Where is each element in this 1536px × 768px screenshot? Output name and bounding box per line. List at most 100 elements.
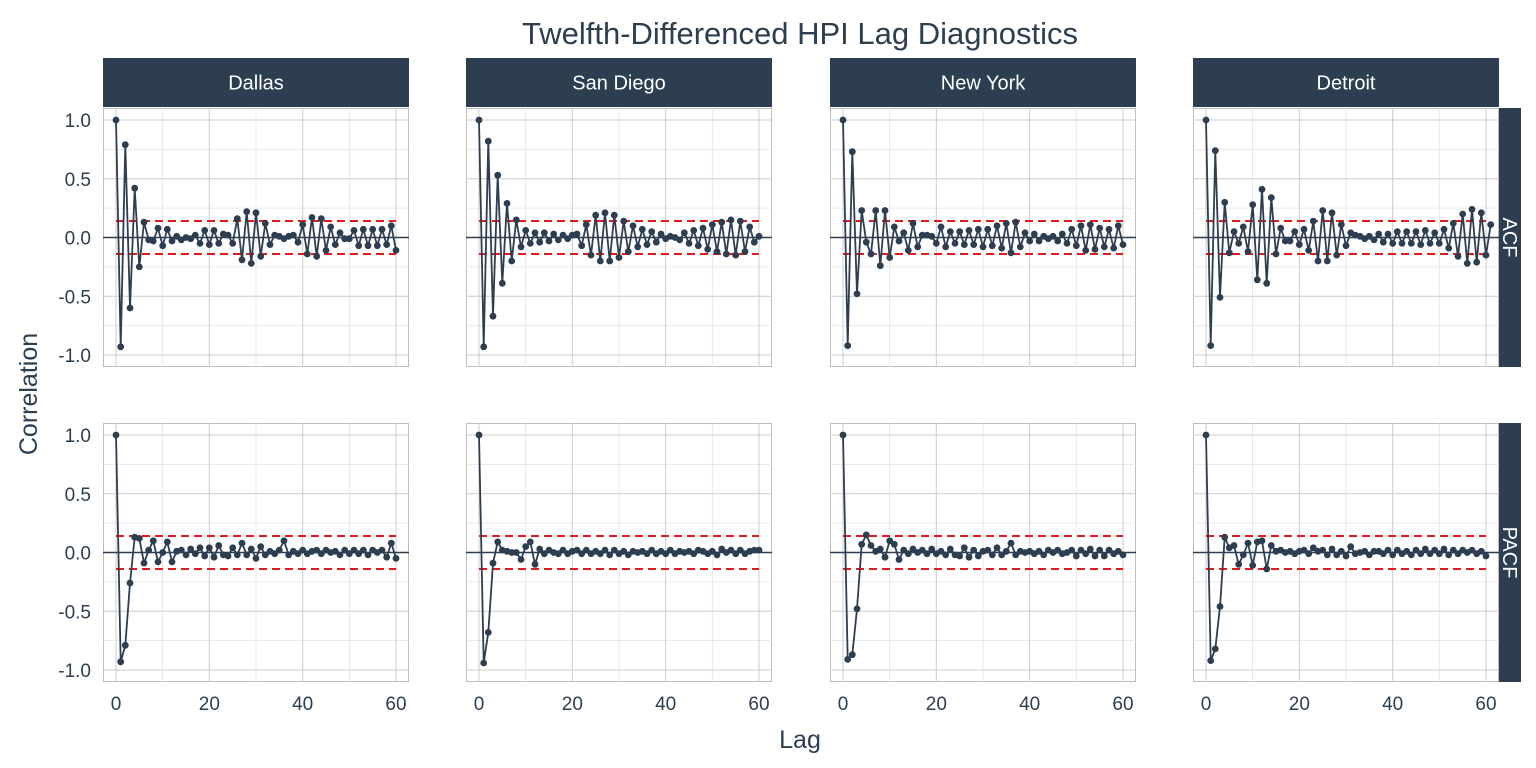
data-point xyxy=(886,537,894,545)
data-point xyxy=(1272,250,1280,258)
data-point xyxy=(1482,552,1490,560)
data-point xyxy=(1337,221,1345,229)
data-point xyxy=(1291,228,1299,236)
data-point xyxy=(1114,222,1122,230)
data-point xyxy=(1412,228,1420,236)
y-tick-label: 0.0 xyxy=(65,229,91,250)
data-point xyxy=(587,251,595,259)
data-point xyxy=(1105,225,1113,233)
data-point xyxy=(685,240,693,247)
data-point xyxy=(839,431,847,439)
column-strip-background xyxy=(103,58,409,107)
data-point xyxy=(1100,552,1108,560)
data-point xyxy=(1487,221,1495,229)
data-point xyxy=(1207,342,1215,349)
data-point xyxy=(1445,244,1453,252)
data-point xyxy=(601,209,609,217)
data-point xyxy=(634,243,642,251)
data-point xyxy=(676,236,684,244)
data-point xyxy=(540,229,548,237)
data-point xyxy=(392,247,400,254)
data-point xyxy=(229,544,237,552)
data-point xyxy=(732,550,740,558)
data-point xyxy=(1263,565,1271,573)
data-point xyxy=(1221,533,1229,541)
data-point xyxy=(965,227,973,234)
data-point xyxy=(364,242,372,250)
data-point xyxy=(708,221,716,229)
data-point xyxy=(718,545,726,553)
data-point xyxy=(359,225,367,233)
data-point xyxy=(867,542,875,549)
data-point xyxy=(998,551,1006,559)
data-point xyxy=(1431,546,1439,554)
data-point xyxy=(1393,546,1401,554)
data-point xyxy=(1370,236,1378,244)
facet-panel xyxy=(830,108,1136,367)
data-point xyxy=(928,232,936,240)
data-point xyxy=(121,641,129,649)
data-point xyxy=(643,241,651,249)
data-point xyxy=(853,290,861,298)
data-point xyxy=(844,342,852,349)
data-point xyxy=(592,211,600,219)
data-point xyxy=(993,222,1001,230)
data-point xyxy=(900,229,908,237)
data-point xyxy=(233,215,241,223)
data-point xyxy=(844,656,852,663)
data-point xyxy=(383,241,391,249)
data-point xyxy=(392,555,400,562)
data-point xyxy=(205,544,213,552)
data-point xyxy=(578,242,586,250)
data-point xyxy=(526,240,534,247)
data-point xyxy=(755,546,763,554)
data-point xyxy=(215,542,223,549)
data-point xyxy=(280,537,288,545)
data-point xyxy=(1403,547,1411,555)
data-point xyxy=(383,553,391,561)
facet-panels: Dallas San Diego New York Detroit ACF PACF 1.0… xyxy=(58,58,1521,715)
data-point xyxy=(149,537,157,545)
data-point xyxy=(257,543,265,550)
data-point xyxy=(1403,228,1411,236)
data-point xyxy=(1100,243,1108,251)
data-point xyxy=(303,250,311,258)
column-strip: Detroit xyxy=(1193,58,1499,107)
data-point xyxy=(620,217,628,225)
data-point xyxy=(201,227,209,234)
data-point xyxy=(1119,551,1127,559)
data-point xyxy=(1449,220,1457,227)
data-point xyxy=(243,551,251,559)
data-point xyxy=(1300,546,1308,554)
data-point xyxy=(601,546,609,554)
data-point xyxy=(690,550,698,558)
data-point xyxy=(336,551,344,559)
data-point xyxy=(257,252,265,260)
data-point xyxy=(247,545,255,553)
data-point xyxy=(1230,228,1238,236)
data-point xyxy=(517,243,525,251)
data-point xyxy=(596,257,604,265)
data-point xyxy=(480,659,488,667)
row-strip-label: PACF xyxy=(1498,527,1520,579)
data-point xyxy=(1105,546,1113,554)
data-point xyxy=(1421,545,1429,553)
data-point xyxy=(960,544,968,552)
facet-panel xyxy=(103,423,409,682)
x-tick-label: 0 xyxy=(111,694,122,715)
data-point xyxy=(387,539,395,547)
data-point xyxy=(1440,225,1448,233)
y-tick-label: 0.0 xyxy=(65,544,91,565)
data-point xyxy=(746,223,754,231)
data-point xyxy=(638,225,646,233)
data-point xyxy=(531,560,539,568)
data-point xyxy=(1454,252,1462,260)
data-point xyxy=(238,539,246,547)
facet-panel xyxy=(1193,423,1499,682)
data-point xyxy=(1253,276,1261,284)
data-point xyxy=(1016,243,1024,251)
x-tick-label: 40 xyxy=(1382,694,1403,715)
data-point xyxy=(378,546,386,554)
data-point xyxy=(1370,547,1378,555)
data-point xyxy=(573,546,581,554)
